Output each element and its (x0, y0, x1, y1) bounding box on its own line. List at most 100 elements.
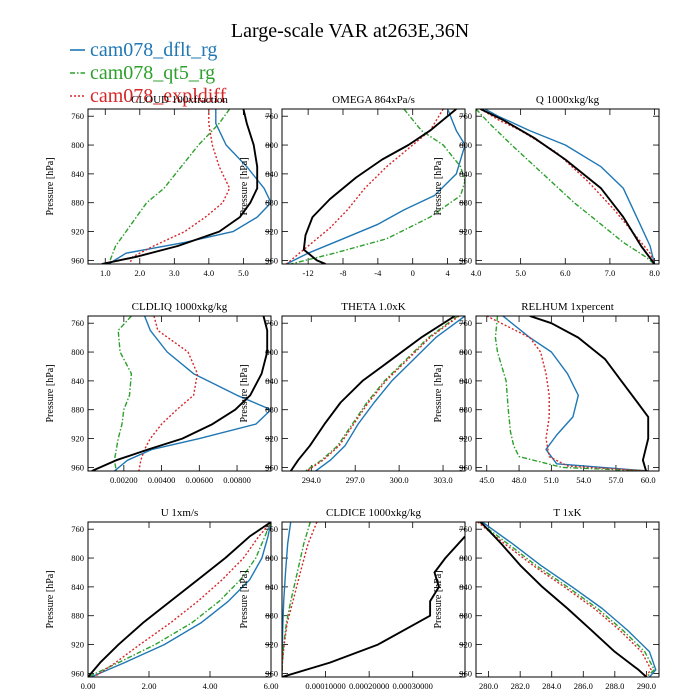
x-tick-label: 303.0 (433, 475, 452, 485)
y-axis-label: Pressure [hPa] (433, 570, 444, 628)
series-line-black (88, 522, 271, 677)
figure-title: Large-scale VAR at263E,36N (231, 20, 469, 42)
y-tick-label: 920 (459, 434, 472, 444)
x-tick-label: 6.0 (560, 268, 571, 278)
series-line-black (480, 109, 656, 264)
plot-frame (87, 315, 272, 472)
y-tick-label: 800 (265, 347, 278, 357)
panel-title: RELHUM 1xpercent (521, 301, 614, 313)
y-tick-label: 800 (265, 140, 278, 150)
series-line-cam078_dflt_rg (113, 316, 271, 471)
y-tick-label: 800 (459, 553, 472, 563)
series-line-cam078_expldiff (486, 316, 649, 471)
panel-title: U 1xm/s (161, 507, 199, 519)
y-tick-label: 960 (71, 255, 84, 265)
series-line-cam078_qt5_rg (478, 522, 655, 677)
y-tick-label: 880 (265, 405, 278, 415)
x-tick-label: 1.0 (100, 268, 111, 278)
y-tick-label: 920 (459, 227, 472, 237)
y-tick-label: 800 (265, 553, 278, 563)
plot-frame (475, 521, 660, 678)
series-line-cam078_dflt_rg (315, 316, 465, 471)
y-tick-label: 840 (459, 376, 472, 386)
y-tick-label: 960 (265, 255, 278, 265)
y-tick-label: 840 (459, 582, 472, 592)
x-tick-label: 300.0 (390, 475, 409, 485)
series-line-black (529, 316, 650, 471)
y-tick-label: 800 (459, 140, 472, 150)
y-tick-label: 920 (265, 227, 278, 237)
x-tick-label: 280.0 (479, 681, 498, 691)
series-line-cam078_dflt_rg (502, 316, 649, 471)
y-tick-label: 960 (71, 668, 84, 678)
plot-frame (281, 108, 466, 265)
y-axis-label: Pressure [hPa] (239, 364, 250, 422)
x-tick-label: 4.0 (471, 268, 482, 278)
y-tick-label: 800 (71, 140, 84, 150)
series-line-black (302, 109, 457, 264)
x-tick-label: 288.0 (605, 681, 624, 691)
series-line-cam078_expldiff (128, 109, 231, 264)
series-group (477, 522, 657, 677)
x-tick-label: 60.0 (641, 475, 656, 485)
legend: cam078_dflt_rgcam078_qt5_rgcam078_expldi… (70, 39, 227, 107)
x-tick-label: 6.00 (264, 681, 279, 691)
plot-frame (281, 521, 466, 678)
panel-6: RELHUM 1xpercent Pressure [hPa] 760 800 840 8… (433, 301, 660, 485)
series-line-cam078_qt5_rg (282, 522, 311, 677)
panel-1: CLOUD 100xfraction Pressure [hPa] 760 800 84… (45, 94, 272, 278)
plot-frame (87, 521, 272, 678)
y-tick-label: 880 (71, 405, 84, 415)
panel-title: THETA 1.0xK (341, 301, 406, 313)
x-tick-label: 7.0 (605, 268, 616, 278)
x-tick-label: 4.00 (203, 681, 218, 691)
series-line-cam078_dflt_rg (481, 522, 657, 677)
series-line-cam078_expldiff (480, 109, 656, 264)
x-tick-label: 45.0 (479, 475, 494, 485)
y-tick-label: 920 (265, 434, 278, 444)
x-tick-label: 0.00 (81, 681, 96, 691)
y-tick-label: 840 (265, 582, 278, 592)
y-tick-label: 920 (71, 640, 84, 650)
y-tick-label: 960 (459, 462, 472, 472)
legend-label: cam078_qt5_rg (90, 62, 215, 84)
series-line-cam078_qt5_rg (290, 109, 465, 264)
series-line-cam078_expldiff (306, 316, 460, 471)
series-line-black (91, 316, 269, 471)
panels: CLOUD 100xfraction Pressure [hPa] 760 800 84… (45, 94, 660, 691)
y-tick-label: 800 (71, 553, 84, 563)
y-axis-label: Pressure [hPa] (433, 364, 444, 422)
series-line-cam078_dflt_rg (484, 109, 656, 264)
y-tick-label: 920 (71, 434, 84, 444)
x-tick-label: 0.00200 (110, 475, 138, 485)
y-tick-label: 840 (265, 169, 278, 179)
y-tick-label: 760 (265, 111, 278, 121)
legend-label: cam078_expldiff (90, 85, 227, 107)
x-tick-label: 290.0 (637, 681, 656, 691)
plot-frame (475, 108, 660, 265)
y-tick-label: 960 (459, 668, 472, 678)
y-tick-label: 760 (459, 524, 472, 534)
panel-8: CLDICE 1000xkg/kg Pressure [hPa] 760 800 840… (239, 507, 466, 691)
y-tick-label: 920 (459, 640, 472, 650)
y-tick-label: 760 (459, 318, 472, 328)
y-tick-label: 760 (71, 318, 84, 328)
y-tick-label: 960 (71, 462, 84, 472)
series-line-cam078_qt5_rg (88, 522, 271, 677)
y-tick-label: 800 (459, 347, 472, 357)
series-line-cam078_expldiff (285, 109, 444, 264)
series-group (101, 109, 271, 264)
series-line-black (282, 535, 465, 677)
y-tick-label: 920 (265, 640, 278, 650)
y-tick-label: 800 (71, 347, 84, 357)
series-group (486, 316, 650, 471)
y-axis-label: Pressure [hPa] (239, 570, 250, 628)
x-tick-label: 282.0 (511, 681, 530, 691)
panel-title: CLDLIQ 1000xkg/kg (132, 301, 228, 313)
series-line-cam078_expldiff (93, 522, 271, 677)
x-tick-label: 297.0 (346, 475, 365, 485)
y-tick-label: 960 (459, 255, 472, 265)
x-tick-label: 0.00020000 (349, 681, 389, 691)
x-tick-label: 57.0 (609, 475, 624, 485)
